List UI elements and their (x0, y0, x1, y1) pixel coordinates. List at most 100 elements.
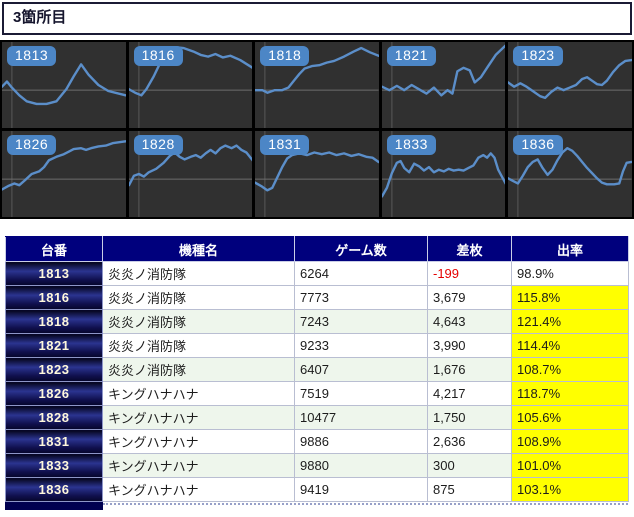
games-cell: 9419 (294, 477, 428, 502)
model-cell: キングハナハナ (102, 405, 295, 430)
chart-tile[interactable]: 1826 (2, 131, 126, 217)
games-cell: 10477 (294, 405, 428, 430)
games-cell: 9880 (294, 453, 428, 478)
model-cell: 炎炎ノ消防隊 (102, 357, 295, 382)
diff-cell: 4,643 (427, 309, 512, 334)
table-row: 1831 キングハナハナ 9886 2,636 108.9% (5, 429, 629, 454)
dai-cell: 1836 (5, 477, 103, 502)
machine-number-badge: 1823 (513, 46, 563, 66)
column-header: 機種名 (102, 236, 295, 262)
diff-cell: 1,750 (427, 405, 512, 430)
sparkline (2, 64, 126, 104)
model-cell: 炎炎ノ消防隊 (102, 285, 295, 310)
chart-tile[interactable]: 1818 (255, 42, 379, 128)
dai-cell: 1813 (5, 261, 103, 286)
diff-cell: 1,676 (427, 357, 512, 382)
machine-number-badge: 1818 (260, 46, 310, 66)
rate-cell: 105.6% (511, 405, 629, 430)
rate-cell: 98.9% (511, 261, 629, 286)
model-cell: 炎炎ノ消防隊 (102, 261, 295, 286)
sparkline (129, 146, 253, 186)
chart-tile[interactable]: 1813 (2, 42, 126, 128)
diff-cell: 3,679 (427, 285, 512, 310)
games-cell: 7243 (294, 309, 428, 334)
column-header: 出率 (511, 236, 629, 262)
column-header: ゲーム数 (294, 236, 428, 262)
table-footer-bar (5, 502, 103, 510)
dai-cell: 1826 (5, 381, 103, 406)
machine-number-badge: 1826 (7, 135, 57, 155)
charts-grid: 1813 1816 1818 1821 1823 (0, 40, 634, 219)
sparkline (382, 153, 506, 196)
machine-number-badge: 1836 (513, 135, 563, 155)
sparkline (508, 148, 632, 184)
dai-cell: 1818 (5, 309, 103, 334)
machines-table: 台番 機種名 ゲーム数 差枚 出率 1813 炎炎ノ消防隊 6264 -199 98.9… (5, 236, 629, 502)
games-cell: 6407 (294, 357, 428, 382)
games-cell: 9886 (294, 429, 428, 454)
chart-tile[interactable]: 1831 (255, 131, 379, 217)
games-cell: 7773 (294, 285, 428, 310)
games-cell: 9233 (294, 333, 428, 358)
column-header: 台番 (5, 236, 103, 262)
chart-tile[interactable]: 1833 (381, 131, 506, 217)
table-body: 1813 炎炎ノ消防隊 6264 -199 98.9% 1816 炎炎ノ消防隊 … (5, 261, 629, 502)
table-row: 1813 炎炎ノ消防隊 6264 -199 98.9% (5, 261, 629, 286)
chart-tile[interactable]: 1836 (508, 131, 632, 217)
dai-cell: 1828 (5, 405, 103, 430)
chart-tile[interactable]: 1816 (128, 42, 253, 128)
model-cell: キングハナハナ (102, 381, 295, 406)
diff-cell: 4,217 (427, 381, 512, 406)
games-cell: 7519 (294, 381, 428, 406)
table-row: 1828 キングハナハナ 10477 1,750 105.6% (5, 405, 629, 430)
dai-cell: 1833 (5, 453, 103, 478)
rate-cell: 115.8% (511, 285, 629, 310)
model-cell: キングハナハナ (102, 429, 295, 454)
machine-number-badge: 1833 (386, 135, 436, 155)
machine-number-badge: 1816 (133, 46, 183, 66)
chart-tile[interactable]: 1828 (128, 131, 253, 217)
table-row: 1823 炎炎ノ消防隊 6407 1,676 108.7% (5, 357, 629, 382)
games-cell: 6264 (294, 261, 428, 286)
diff-cell: 300 (427, 453, 512, 478)
diff-cell: 2,636 (427, 429, 512, 454)
rate-cell: 108.9% (511, 429, 629, 454)
sparkline (382, 45, 506, 95)
table-footer (5, 502, 628, 510)
sparkline (508, 60, 632, 98)
table-row: 1833 キングハナハナ 9880 300 101.0% (5, 453, 629, 478)
chart-tile[interactable]: 1823 (508, 42, 632, 128)
diff-cell: -199 (427, 261, 512, 286)
model-cell: キングハナハナ (102, 453, 295, 478)
model-cell: 炎炎ノ消防隊 (102, 309, 295, 334)
diff-cell: 3,990 (427, 333, 512, 358)
model-cell: キングハナハナ (102, 477, 295, 502)
model-cell: 炎炎ノ消防隊 (102, 333, 295, 358)
dai-cell: 1821 (5, 333, 103, 358)
machine-number-badge: 1821 (386, 46, 436, 66)
dai-cell: 1816 (5, 285, 103, 310)
rate-cell: 121.4% (511, 309, 629, 334)
sparkline (255, 153, 379, 191)
chart-tile[interactable]: 1821 (381, 42, 506, 128)
rate-cell: 118.7% (511, 381, 629, 406)
table-row: 1836 キングハナハナ 9419 875 103.1% (5, 477, 629, 502)
machine-number-badge: 1831 (260, 135, 310, 155)
table-header-row: 台番 機種名 ゲーム数 差枚 出率 (5, 236, 629, 262)
rate-cell: 101.0% (511, 453, 629, 478)
sparkline (2, 141, 126, 189)
dai-cell: 1823 (5, 357, 103, 382)
page-title-bar: 3箇所目 (2, 2, 632, 35)
table-row: 1821 炎炎ノ消防隊 9233 3,990 114.4% (5, 333, 629, 358)
table-row: 1818 炎炎ノ消防隊 7243 4,643 121.4% (5, 309, 629, 334)
table-footer-dotted-line (103, 503, 628, 510)
page-title: 3箇所目 (13, 9, 67, 26)
column-header: 差枚 (427, 236, 512, 262)
machine-number-badge: 1828 (133, 135, 183, 155)
sparkline (129, 47, 253, 95)
dai-cell: 1831 (5, 429, 103, 454)
table-row: 1816 炎炎ノ消防隊 7773 3,679 115.8% (5, 285, 629, 310)
rate-cell: 103.1% (511, 477, 629, 502)
sparkline (255, 48, 379, 93)
table-row: 1826 キングハナハナ 7519 4,217 118.7% (5, 381, 629, 406)
